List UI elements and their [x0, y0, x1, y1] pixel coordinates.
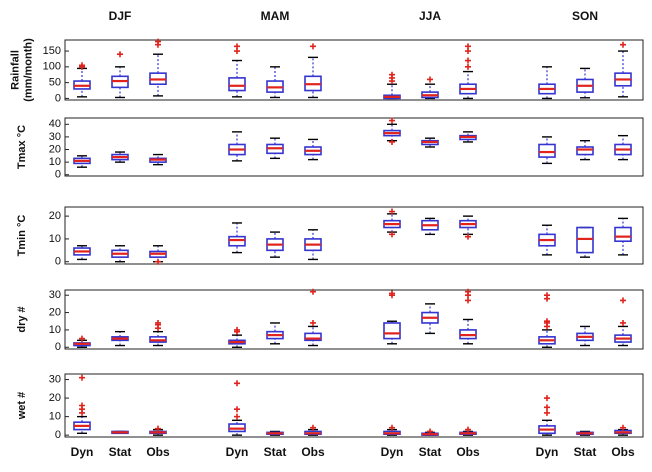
y-axis-label: Rainfall — [9, 50, 21, 90]
y-tick-label: 20 — [49, 392, 61, 404]
outlier — [79, 374, 85, 381]
outlier — [620, 297, 626, 304]
y-tick-label: 30 — [49, 289, 61, 301]
outlier — [544, 318, 550, 325]
panel-frame — [64, 206, 644, 265]
outlier — [155, 319, 161, 326]
outlier — [427, 76, 433, 83]
outlier — [389, 208, 395, 215]
outlier — [234, 380, 240, 387]
outlier — [234, 43, 240, 50]
x-tick-label: Dyn — [226, 445, 249, 459]
panel-frame — [64, 39, 644, 101]
outlier — [620, 319, 626, 326]
box — [228, 77, 246, 92]
outlier — [117, 51, 123, 58]
panel-frame — [64, 289, 644, 350]
box — [614, 226, 632, 243]
outlier — [155, 258, 161, 265]
outlier — [79, 402, 85, 409]
y-tick-label: 150 — [43, 45, 61, 57]
y-tick-label: 100 — [43, 61, 61, 73]
y-tick-label: 30 — [49, 131, 61, 143]
outlier — [234, 326, 240, 333]
outlier — [310, 288, 316, 295]
x-tick-label: Stat — [419, 445, 442, 459]
box — [383, 322, 401, 340]
outlier — [427, 428, 433, 435]
box — [538, 143, 556, 158]
y-tick-label: 10 — [49, 233, 61, 245]
y-axis-label: dry # — [16, 306, 28, 332]
outlier — [389, 117, 395, 124]
x-tick-label: Stat — [109, 445, 132, 459]
y-tick-label: 0 — [55, 341, 61, 353]
outlier — [389, 290, 395, 297]
y-tick-label: 20 — [49, 210, 61, 222]
x-tick-label: Dyn — [536, 445, 559, 459]
x-tick-label: Stat — [264, 445, 287, 459]
y-axis-label: Tmin °C — [16, 215, 28, 257]
season-title: DJF — [109, 9, 132, 23]
outlier — [465, 63, 471, 70]
y-tick-label: 0 — [55, 92, 61, 104]
outlier — [620, 41, 626, 48]
outlier — [310, 43, 316, 50]
outlier — [544, 409, 550, 416]
outlier — [544, 395, 550, 402]
outlier — [544, 292, 550, 299]
y-tick-label: 50 — [49, 77, 61, 89]
y-tick-label: 10 — [49, 324, 61, 336]
outlier — [544, 404, 550, 411]
x-tick-label: Stat — [574, 445, 597, 459]
x-tick-label: Dyn — [381, 445, 404, 459]
y-axis-label: (mm/month) — [22, 38, 34, 102]
y-tick-label: 30 — [49, 373, 61, 385]
y-tick-label: 10 — [49, 156, 61, 168]
outlier — [310, 424, 316, 431]
season-title: SON — [572, 9, 598, 23]
outlier — [389, 71, 395, 78]
x-tick-label: Obs — [301, 445, 325, 459]
outlier — [465, 426, 471, 433]
y-axis-label: Tmax °C — [16, 125, 28, 169]
outlier — [465, 57, 471, 64]
y-tick-label: 10 — [49, 411, 61, 423]
outlier — [465, 43, 471, 50]
outlier — [79, 335, 85, 342]
x-tick-label: Dyn — [71, 445, 94, 459]
season-title: JJA — [419, 9, 441, 23]
y-tick-label: 40 — [49, 118, 61, 130]
x-tick-label: Obs — [456, 445, 480, 459]
outlier — [234, 413, 240, 420]
y-tick-label: 0 — [55, 429, 61, 441]
outlier — [465, 297, 471, 304]
box — [228, 235, 246, 247]
panel-frame — [64, 117, 644, 177]
box — [576, 146, 594, 156]
box — [576, 226, 594, 254]
outlier — [310, 319, 316, 326]
x-tick-label: Obs — [146, 445, 170, 459]
y-tick-label: 20 — [49, 306, 61, 318]
y-axis-label: wet # — [16, 392, 28, 421]
y-tick-label: 0 — [55, 169, 61, 181]
season-title: MAM — [261, 9, 290, 23]
panel-frame — [64, 373, 644, 438]
outlier — [389, 231, 395, 238]
outlier — [389, 424, 395, 431]
outlier — [465, 288, 471, 295]
outlier — [155, 38, 161, 45]
y-tick-label: 20 — [49, 143, 61, 155]
outlier — [389, 138, 395, 145]
outlier — [79, 62, 85, 69]
y-tick-label: 0 — [55, 256, 61, 268]
outlier — [620, 424, 626, 431]
box — [304, 332, 322, 342]
x-tick-label: Obs — [611, 445, 635, 459]
outlier — [155, 425, 161, 432]
outlier — [465, 233, 471, 240]
outlier — [234, 406, 240, 413]
